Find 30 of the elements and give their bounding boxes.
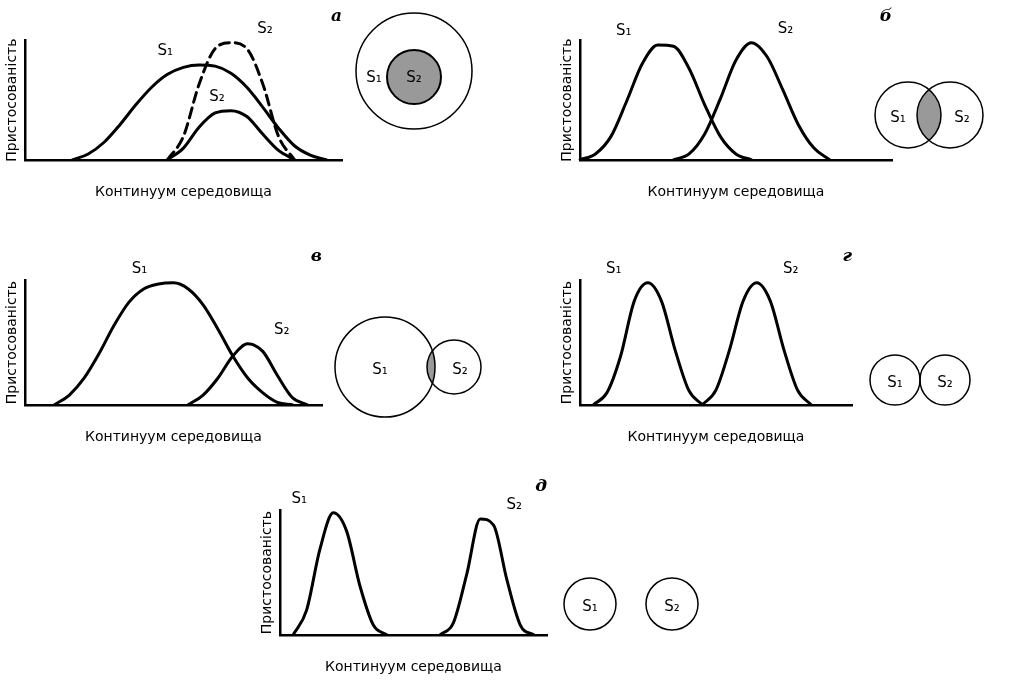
series-label: S₁ — [616, 21, 632, 40]
chart-title: б — [879, 4, 892, 25]
y-axis-title: Пристосованість — [558, 38, 575, 162]
y-axis-title: Пристосованість — [3, 38, 20, 162]
series-label: S₂ — [782, 259, 799, 278]
chart-title: г — [842, 244, 853, 265]
series-label: S₂ — [777, 19, 794, 38]
series-label: S₁ — [157, 41, 174, 60]
chart-title: в — [310, 244, 322, 265]
venn-diagram: S₁ S₂ — [870, 75, 1005, 155]
x-axis-title: Континуум середовища — [94, 183, 272, 200]
series-label: S₂ — [273, 320, 290, 339]
series-label: S₂ — [506, 495, 522, 514]
chart-title: д — [535, 474, 548, 495]
series-label: S₁ — [131, 259, 148, 278]
series-label: S₁ — [606, 259, 622, 278]
annotation: S₁ — [890, 107, 906, 126]
x-axis-title: Континуум середовища — [324, 658, 502, 675]
x-axis-title: Континуум середовища — [647, 183, 825, 200]
venn-diagram: S₁ S₂ — [865, 350, 980, 410]
x-axis-title: Континуум середовища — [627, 428, 805, 445]
venn-diagram: S₁ S₂ — [560, 572, 705, 636]
x-axis-title: Континуум середовища — [84, 428, 262, 445]
y-axis-title: Пристосованість — [3, 281, 20, 405]
chart-title: а — [330, 4, 342, 25]
series-label: S₂ — [257, 19, 273, 38]
series-label: S₁ — [291, 489, 308, 508]
y-axis-title: Пристосованість — [258, 511, 275, 635]
series-label: S₂ — [209, 87, 225, 106]
y-axis-title: Пристосованість — [558, 281, 575, 405]
